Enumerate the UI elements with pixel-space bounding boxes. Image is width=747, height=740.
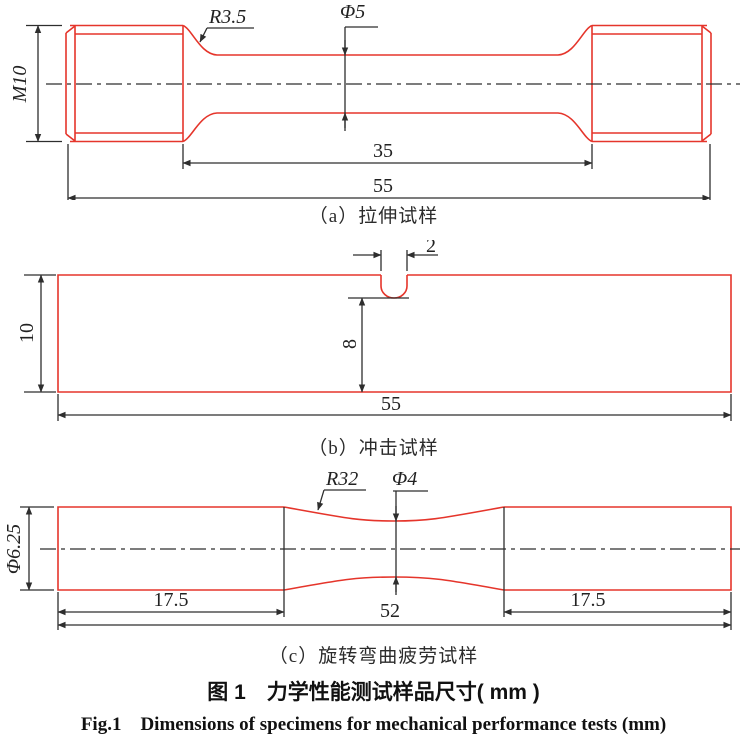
dim-a-thread-M10: M10 <box>9 24 62 143</box>
caption-c: （c）旋转弯曲疲劳试样 <box>268 646 479 667</box>
caption-b: （b）冲击试样 <box>308 438 439 459</box>
dim-label-phi4: Φ4 <box>392 468 417 490</box>
dim-label-M10: M10 <box>9 66 31 104</box>
dim-label-8: 8 <box>339 339 361 349</box>
caption-a: （a）拉伸试样 <box>308 206 439 227</box>
drawing-a-tensile-specimen: M10 R3.5 Φ5 35 55 <box>9 1 740 200</box>
dim-a-gauge-length-35: 35 <box>182 140 593 169</box>
dim-label-55b: 55 <box>381 393 401 415</box>
figure-title-en: Fig.1 Dimensions of specimens for mechan… <box>80 714 667 735</box>
dim-label-2: 2 <box>426 240 436 257</box>
dim-c-grip-length-right: 17.5 <box>503 589 732 616</box>
dim-c-arc-radius-R32: R32 <box>317 468 366 511</box>
drawing-c-fatigue-specimen: Φ6.25 R32 Φ4 17.5 17.5 52 <box>3 468 740 630</box>
specimen-b-outline <box>57 274 732 393</box>
dim-b-notch-depth-8: 8 <box>339 297 409 393</box>
shoulder-lines-c <box>283 507 505 617</box>
dim-b-height-10: 10 <box>16 274 56 393</box>
dim-b-total-length-55: 55 <box>57 393 732 421</box>
dim-a-gauge-diameter: Φ5 <box>340 1 378 131</box>
dim-label-35: 35 <box>373 140 393 162</box>
dim-label-17.5-right: 17.5 <box>571 589 606 611</box>
figure-title-cn: 图 1 力学性能测试样品尺寸( mm ) <box>207 681 540 704</box>
dim-c-gauge-length-52: 52 <box>57 600 732 629</box>
dim-c-grip-diameter: Φ6.25 <box>3 506 54 591</box>
dim-label-phi625: Φ6.25 <box>3 524 25 574</box>
dim-label-R3.5: R3.5 <box>208 6 246 28</box>
dim-label-17.5-left: 17.5 <box>154 589 189 611</box>
dim-label-R32: R32 <box>325 468 358 490</box>
dim-a-total-length-55: 55 <box>67 144 711 200</box>
drawing-b-impact-specimen: 2 10 8 55 <box>16 240 732 421</box>
dim-c-waist-diameter: Φ4 <box>392 468 428 595</box>
dim-label-phi5: Φ5 <box>340 1 365 23</box>
dim-a-fillet-R3.5: R3.5 <box>199 6 254 43</box>
dim-label-52: 52 <box>380 600 400 622</box>
dim-label-10: 10 <box>16 323 38 343</box>
dim-label-55a: 55 <box>373 175 393 197</box>
dim-b-notch-width-2: 2 <box>353 240 438 271</box>
